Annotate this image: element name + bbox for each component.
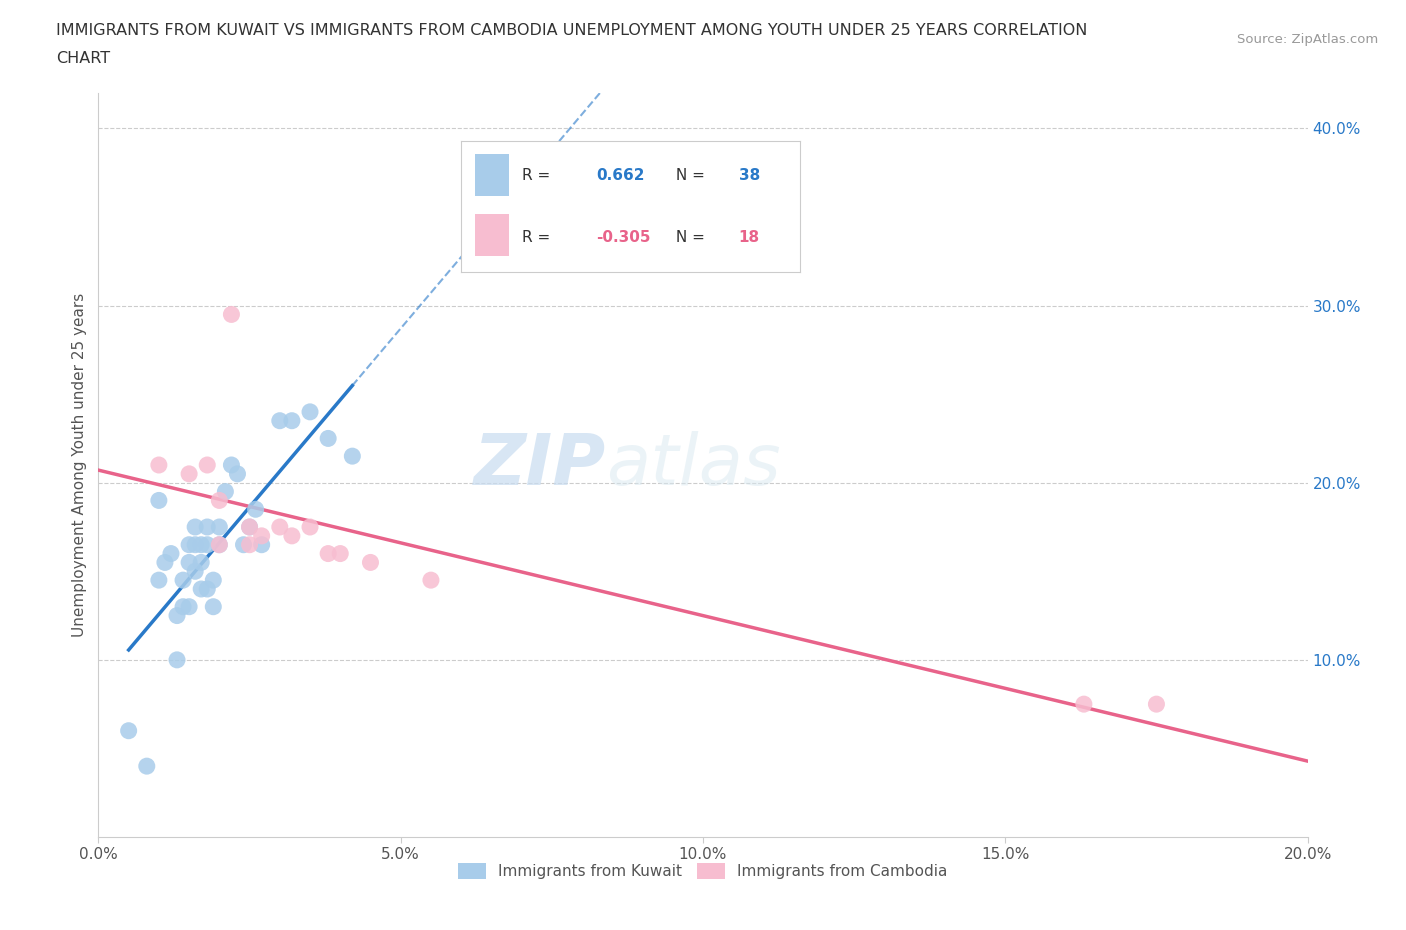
- Text: CHART: CHART: [56, 51, 110, 66]
- Legend: Immigrants from Kuwait, Immigrants from Cambodia: Immigrants from Kuwait, Immigrants from …: [453, 857, 953, 885]
- Point: [153, 555, 176, 570]
- Point: [179, 538, 201, 552]
- Point: [135, 759, 157, 774]
- Point: [148, 493, 170, 508]
- Point: [184, 564, 207, 578]
- Point: [184, 520, 207, 535]
- Point: [239, 520, 262, 535]
- Point: [118, 724, 141, 738]
- Point: [221, 307, 243, 322]
- Point: [342, 448, 364, 463]
- Point: [172, 599, 194, 614]
- Point: [148, 573, 170, 588]
- Y-axis label: Unemployment Among Youth under 25 years: Unemployment Among Youth under 25 years: [72, 293, 87, 637]
- Point: [232, 538, 254, 552]
- Point: [245, 502, 267, 517]
- Point: [1144, 697, 1167, 711]
- Point: [1073, 697, 1095, 711]
- Point: [190, 538, 212, 552]
- Point: [166, 608, 188, 623]
- Point: [179, 555, 201, 570]
- Point: [299, 405, 322, 419]
- Point: [166, 653, 188, 668]
- Point: [420, 573, 443, 588]
- Point: [299, 520, 322, 535]
- Point: [195, 581, 218, 596]
- Point: [179, 599, 201, 614]
- Point: [281, 528, 304, 543]
- Point: [316, 431, 339, 445]
- Text: atlas: atlas: [606, 431, 780, 499]
- Point: [202, 599, 225, 614]
- Point: [202, 573, 225, 588]
- Point: [208, 493, 231, 508]
- Point: [360, 555, 382, 570]
- Point: [184, 538, 207, 552]
- Point: [148, 458, 170, 472]
- Point: [172, 573, 194, 588]
- Point: [195, 520, 218, 535]
- Point: [179, 467, 201, 482]
- Point: [226, 467, 249, 482]
- Point: [160, 546, 183, 561]
- Point: [221, 458, 243, 472]
- Point: [250, 528, 273, 543]
- Point: [269, 520, 291, 535]
- Point: [250, 538, 273, 552]
- Point: [316, 546, 339, 561]
- Point: [208, 520, 231, 535]
- Point: [239, 520, 262, 535]
- Point: [239, 538, 262, 552]
- Point: [190, 555, 212, 570]
- Point: [281, 413, 304, 428]
- Point: [329, 546, 352, 561]
- Point: [208, 538, 231, 552]
- Text: IMMIGRANTS FROM KUWAIT VS IMMIGRANTS FROM CAMBODIA UNEMPLOYMENT AMONG YOUTH UNDE: IMMIGRANTS FROM KUWAIT VS IMMIGRANTS FRO…: [56, 23, 1088, 38]
- Point: [214, 485, 236, 499]
- Text: ZIP: ZIP: [474, 431, 606, 499]
- Text: Source: ZipAtlas.com: Source: ZipAtlas.com: [1237, 33, 1378, 46]
- Point: [195, 538, 218, 552]
- Point: [208, 538, 231, 552]
- Point: [195, 458, 218, 472]
- Point: [190, 581, 212, 596]
- Point: [269, 413, 291, 428]
